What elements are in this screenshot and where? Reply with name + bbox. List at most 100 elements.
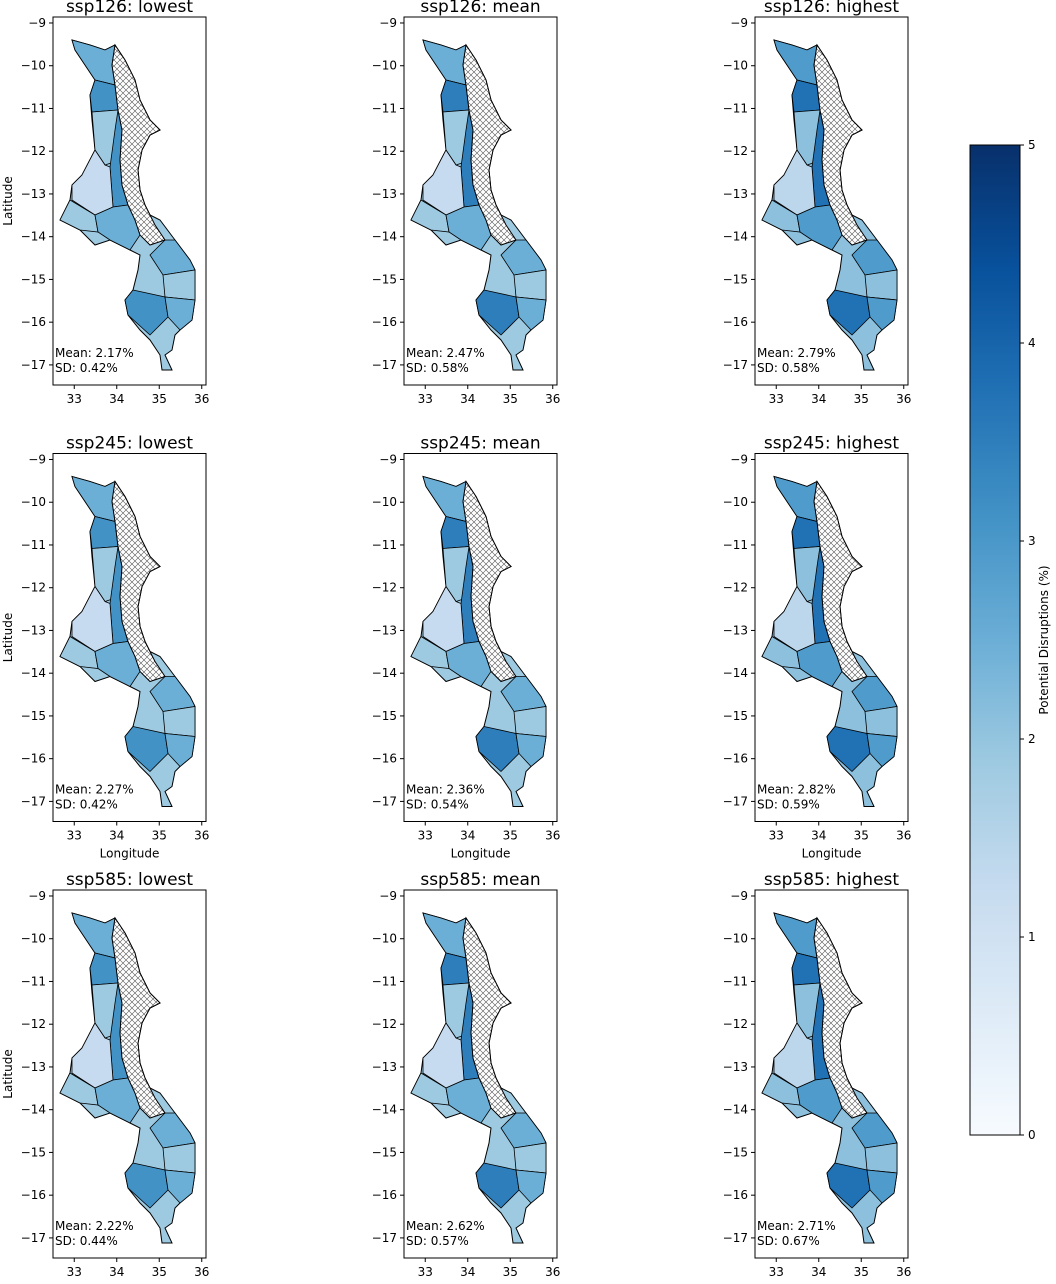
y-tick-label: −13 — [723, 1060, 748, 1074]
district — [440, 952, 470, 986]
panel-title: ssp126: lowest — [66, 0, 193, 17]
y-tick-label: −12 — [723, 1017, 748, 1031]
y-tick-label: −16 — [372, 752, 397, 766]
district — [791, 952, 821, 986]
x-tick-label: 33 — [67, 1265, 82, 1279]
y-tick-label: −16 — [723, 1188, 748, 1202]
x-tick-label: 34 — [811, 392, 826, 406]
y-tick-label: −16 — [723, 752, 748, 766]
axes-frame — [403, 16, 558, 386]
y-tick-label: −12 — [723, 581, 748, 595]
y-tick-label: −14 — [723, 666, 748, 680]
annotation: Mean: 2.27% — [55, 783, 134, 797]
x-axis-label: Longitude — [451, 847, 511, 861]
map-panel: ssp245: mean 33 34 35 36 −9 −10 −11 −12 −13 −14 −15… — [372, 434, 561, 861]
x-axis-label: Longitude — [100, 847, 160, 861]
lake — [813, 480, 868, 683]
y-tick-label: −9 — [28, 889, 46, 903]
x-tick-label: 36 — [194, 1265, 209, 1279]
y-tick-label: −12 — [723, 144, 748, 158]
y-tick-label: −9 — [730, 452, 748, 466]
axes-frame — [754, 889, 909, 1259]
y-tick-label: −15 — [723, 709, 748, 723]
y-tick-label: −10 — [723, 59, 748, 73]
lake — [813, 43, 868, 246]
district — [773, 475, 818, 523]
district — [515, 296, 547, 331]
panel-title: ssp585: highest — [764, 870, 899, 890]
y-tick-label: −15 — [723, 1145, 748, 1159]
y-tick-label: −10 — [723, 495, 748, 509]
y-axis-label: Latitude — [1, 176, 15, 225]
district — [422, 475, 467, 523]
y-tick-label: −17 — [21, 1231, 46, 1245]
y-tick-label: −16 — [372, 315, 397, 329]
y-tick-label: −16 — [21, 1188, 46, 1202]
axes-frame — [52, 453, 207, 822]
district — [513, 269, 547, 301]
x-tick-label: 36 — [545, 1265, 560, 1279]
y-tick-label: −10 — [372, 932, 397, 946]
y-tick-label: −14 — [21, 666, 46, 680]
map-panel: ssp126: mean 33 34 35 36 −9 −10 −11 −12 −13 −14 −15… — [372, 0, 561, 406]
y-tick-label: −12 — [372, 144, 397, 158]
district — [422, 912, 467, 959]
colorbar-tick-label: 4 — [1028, 336, 1036, 350]
colorbar-tick-label: 1 — [1028, 930, 1036, 944]
x-tick-label: 33 — [769, 392, 784, 406]
district — [164, 296, 196, 331]
y-axis-label: Latitude — [1, 613, 15, 662]
x-tick-label: 34 — [811, 1265, 826, 1279]
lake — [111, 916, 166, 1119]
y-tick-label: −9 — [28, 452, 46, 466]
y-tick-label: −14 — [372, 1103, 397, 1117]
x-tick-label: 34 — [811, 829, 826, 843]
y-tick-label: −16 — [21, 752, 46, 766]
y-tick-label: −16 — [723, 315, 748, 329]
y-tick-label: −9 — [730, 889, 748, 903]
y-tick-label: −11 — [372, 101, 397, 115]
x-tick-label: 35 — [503, 829, 518, 843]
annotation: SD: 0.67% — [757, 1234, 820, 1248]
y-tick-label: −12 — [21, 1017, 46, 1031]
map-panel: ssp126: lowest 33 34 35 36 −9 −10 −11 −12 −13 −14 −… — [1, 0, 209, 406]
colorbar-label: Potential Disruptions (%) — [1037, 565, 1051, 714]
y-tick-label: −14 — [21, 230, 46, 244]
panel-title: ssp245: mean — [420, 434, 540, 454]
x-tick-label: 33 — [418, 392, 433, 406]
annotation: Mean: 2.22% — [55, 1219, 134, 1233]
district — [162, 1142, 196, 1174]
district — [864, 269, 898, 301]
panel-title: ssp126: mean — [420, 0, 540, 17]
annotation: SD: 0.54% — [406, 798, 469, 812]
district — [773, 912, 818, 959]
y-tick-label: −13 — [372, 1060, 397, 1074]
district — [864, 1142, 898, 1174]
y-tick-label: −13 — [21, 187, 46, 201]
y-tick-label: −17 — [21, 794, 46, 808]
map-panel: ssp126: highest 33 34 35 36 −9 −10 −11 −12 −13 −14… — [723, 0, 912, 406]
x-tick-label: 35 — [503, 392, 518, 406]
district — [866, 296, 898, 331]
x-tick-label: 33 — [769, 1265, 784, 1279]
colorbar — [969, 144, 1021, 1136]
y-tick-label: −11 — [372, 538, 397, 552]
x-tick-label: 33 — [67, 829, 82, 843]
lake — [462, 480, 517, 683]
lake — [813, 916, 868, 1119]
y-tick-label: −15 — [372, 709, 397, 723]
y-tick-label: −15 — [21, 709, 46, 723]
district — [89, 79, 119, 113]
district — [162, 269, 196, 301]
y-tick-label: −12 — [21, 581, 46, 595]
y-tick-label: −17 — [723, 358, 748, 372]
district — [89, 516, 119, 549]
district — [513, 706, 547, 737]
y-tick-label: −17 — [723, 794, 748, 808]
y-tick-label: −11 — [723, 974, 748, 988]
y-tick-label: −9 — [379, 16, 397, 30]
y-tick-label: −11 — [21, 974, 46, 988]
y-tick-label: −15 — [372, 272, 397, 286]
y-tick-label: −14 — [21, 1103, 46, 1117]
axes-frame — [52, 889, 207, 1259]
